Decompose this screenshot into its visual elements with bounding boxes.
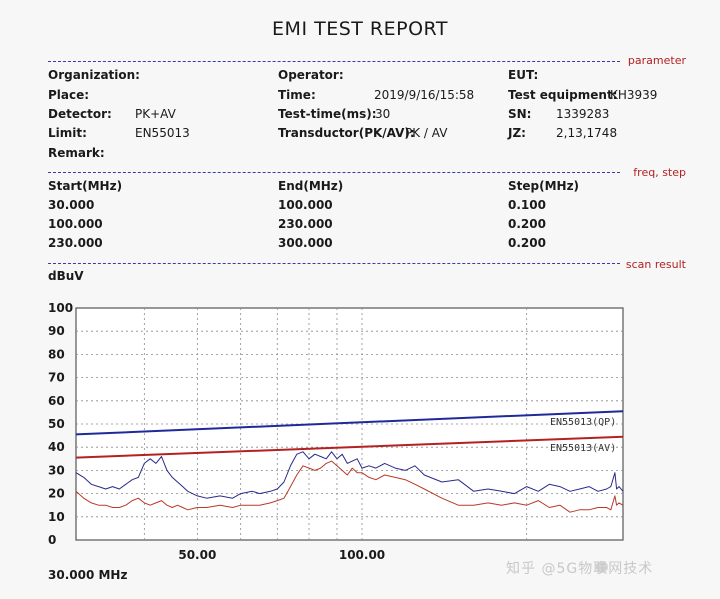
x-tick-label: 100.00 [339,548,385,562]
scan-result-section-label: scan result [625,258,686,271]
limit-line-av [75,435,624,459]
operator-label: Operator: [278,68,344,82]
start-frequency-label: 30.000 MHz [48,568,128,582]
watermark: 知乎 @5G物联网技术 [506,561,654,577]
organization-label: Organization: [48,68,140,82]
limit-line-label: EN55013(QP) [550,417,616,428]
trace-av [75,460,624,513]
y-tick-label: 60 [48,394,65,408]
sn-label: SN: [508,107,532,121]
x-axis-ticks: 50.00 100.00 [178,548,385,562]
report-title: EMI TEST REPORT [272,18,448,40]
freq-row-2-end: 230.000 [278,217,333,231]
measurement-traces [75,451,624,513]
freq-header-end: End(MHz) [278,179,344,193]
y-axis-ticks: 0 10 20 30 40 50 60 70 80 90 100 [48,301,73,547]
jz-label: JZ: [508,126,526,140]
freq-row-3-step: 0.200 [508,236,546,250]
y-tick-label: 0 [48,533,56,547]
limit-label: Limit: [48,126,87,140]
jz-value: 2,13,1748 [556,126,618,140]
sn-value: 1339283 [556,107,610,121]
parameter-section-label: parameter [627,54,686,67]
transductor-value: PK / AV [405,126,448,140]
test-equipment-value: KH3939 [610,88,658,102]
y-tick-label: 10 [48,510,65,524]
transductor-label: Transductor(PK/AV): [278,126,415,140]
y-tick-label: 40 [48,440,65,454]
time-label: Time: [278,88,316,102]
freq-row-2-start: 100.000 [48,217,103,231]
time-value: 2019/9/16/15:58 [374,88,475,102]
y-tick-label: 70 [48,371,65,385]
test-time-label: Test-time(ms): [278,107,377,121]
freq-row-3-end: 300.000 [278,236,333,250]
y-axis-unit-label: dBuV [48,269,84,283]
freq-header-step: Step(MHz) [508,179,580,193]
limit-line-qp [75,410,624,436]
y-tick-label: 80 [48,347,65,361]
test-time-value: 30 [375,107,391,121]
limit-line-label: EN55013(AV) [550,443,616,454]
test-equipment-label: Test equipment: [508,88,618,102]
trace-pk [75,451,624,499]
freq-step-section-label: freq, step [633,166,686,179]
remark-label: Remark: [48,146,105,160]
parameter-divider [48,61,620,62]
plot-area [75,307,624,541]
limit-value: EN55013 [135,126,190,140]
y-tick-label: 50 [48,417,65,431]
freq-header-start: Start(MHz) [48,179,123,193]
watermark-logo-icon [596,561,608,573]
place-label: Place: [48,88,90,102]
freq-row-1-start: 30.000 [48,198,95,212]
scan-result-divider [48,263,620,264]
freq-row-1-end: 100.000 [278,198,333,212]
freq-row-1-step: 0.100 [508,198,546,212]
limit-lines: EN55013(QP) EN55013(AV) [75,410,624,459]
detector-value: PK+AV [135,107,176,121]
freq-row-3-start: 230.000 [48,236,103,250]
y-tick-label: 20 [48,487,65,501]
eut-label: EUT: [508,68,539,82]
x-tick-label: 50.00 [178,548,216,562]
y-tick-label: 100 [48,301,73,315]
freq-step-divider [48,172,620,173]
detector-label: Detector: [48,107,112,121]
y-tick-label: 90 [48,324,65,338]
y-tick-label: 30 [48,463,65,477]
freq-row-2-step: 0.200 [508,217,546,231]
